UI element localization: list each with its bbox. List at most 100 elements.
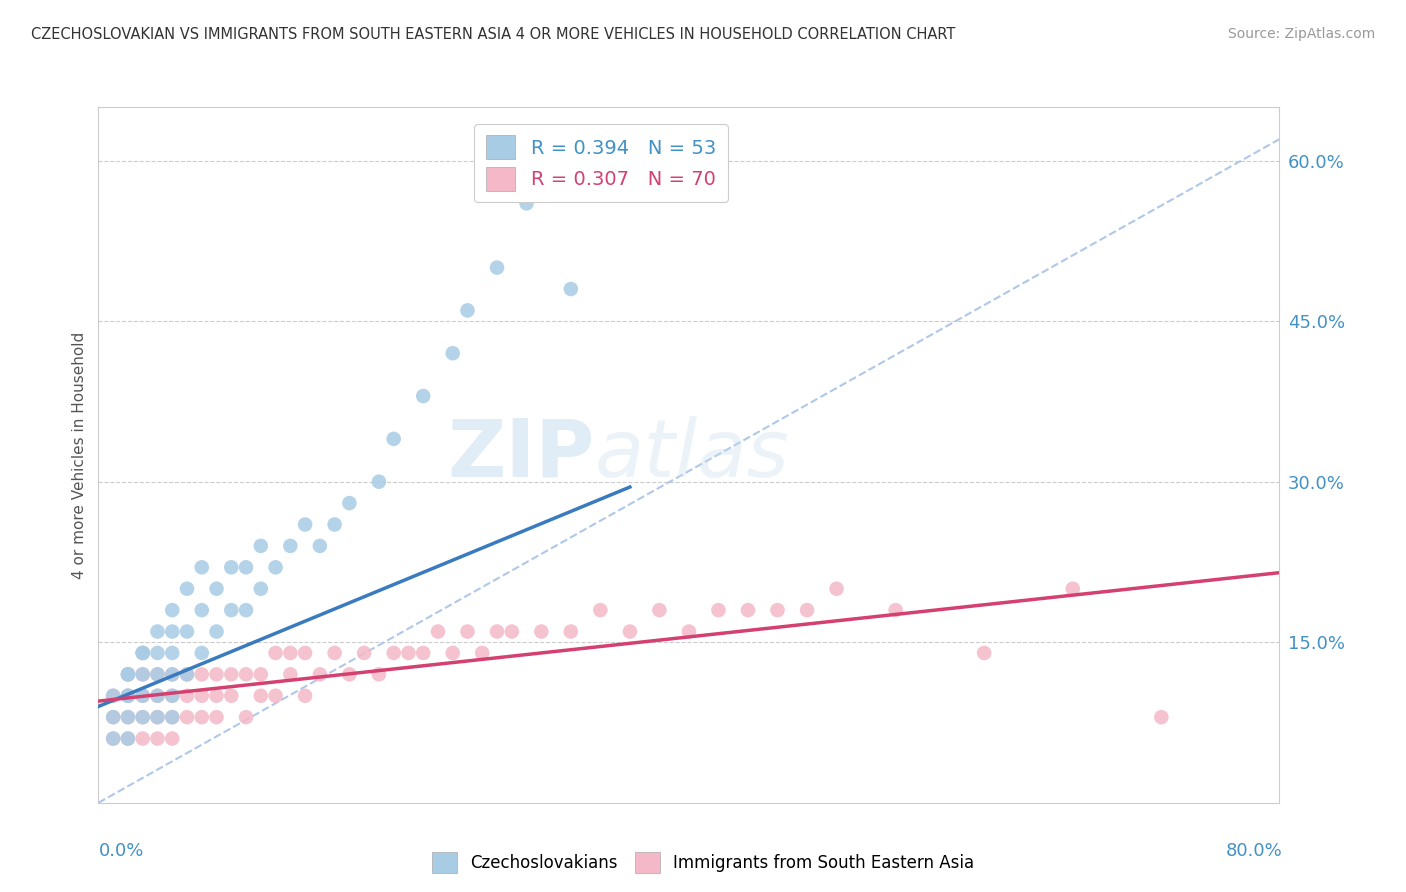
Point [146, 667, 169, 681]
Point [117, 710, 139, 724]
Point [146, 689, 169, 703]
Point [278, 539, 302, 553]
Point [191, 710, 214, 724]
Point [309, 667, 332, 681]
Point [219, 603, 242, 617]
Point [589, 603, 612, 617]
Y-axis label: 4 or more Vehicles in Household: 4 or more Vehicles in Household [72, 331, 87, 579]
Point [250, 539, 273, 553]
Point [146, 667, 169, 681]
Point [162, 710, 183, 724]
Point [162, 689, 183, 703]
Point [191, 646, 214, 660]
Point [146, 710, 169, 724]
Point [250, 689, 273, 703]
Point [205, 582, 228, 596]
Legend: Czechoslovakians, Immigrants from South Eastern Asia: Czechoslovakians, Immigrants from South … [426, 846, 980, 880]
Point [205, 624, 228, 639]
Point [103, 710, 125, 724]
Point [117, 689, 139, 703]
Point [176, 667, 198, 681]
Point [117, 689, 139, 703]
Point [162, 689, 183, 703]
Point [530, 624, 553, 639]
Point [132, 646, 155, 660]
Point [117, 710, 139, 724]
Point [294, 646, 316, 660]
Point [176, 624, 198, 639]
Point [132, 689, 155, 703]
Point [219, 560, 242, 574]
Point [264, 689, 287, 703]
Point [162, 603, 183, 617]
Point [648, 603, 671, 617]
Point [368, 667, 391, 681]
Point [191, 603, 214, 617]
Point [294, 689, 316, 703]
Point [825, 582, 848, 596]
Point [486, 260, 509, 275]
Point [146, 689, 169, 703]
Point [278, 667, 302, 681]
Point [205, 667, 228, 681]
Point [176, 582, 198, 596]
Point [162, 731, 183, 746]
Point [162, 710, 183, 724]
Point [191, 560, 214, 574]
Point [250, 582, 273, 596]
Text: 80.0%: 80.0% [1226, 842, 1282, 860]
Point [486, 624, 509, 639]
Point [707, 603, 730, 617]
Point [264, 646, 287, 660]
Point [176, 710, 198, 724]
Point [176, 667, 198, 681]
Point [235, 603, 257, 617]
Point [456, 303, 478, 318]
Point [205, 710, 228, 724]
Point [132, 667, 155, 681]
Point [117, 689, 139, 703]
Point [132, 731, 155, 746]
Point [264, 560, 287, 574]
Point [117, 667, 139, 681]
Point [235, 710, 257, 724]
Point [973, 646, 995, 660]
Point [1062, 582, 1084, 596]
Point [162, 646, 183, 660]
Point [678, 624, 700, 639]
Point [456, 624, 478, 639]
Point [766, 603, 789, 617]
Point [1150, 710, 1173, 724]
Point [501, 624, 523, 639]
Point [323, 646, 346, 660]
Point [103, 710, 125, 724]
Point [103, 731, 125, 746]
Point [560, 282, 582, 296]
Point [441, 346, 464, 360]
Point [396, 646, 419, 660]
Point [146, 731, 169, 746]
Point [117, 731, 139, 746]
Point [235, 560, 257, 574]
Point [412, 646, 434, 660]
Point [619, 624, 641, 639]
Point [353, 646, 375, 660]
Point [278, 646, 302, 660]
Point [103, 689, 125, 703]
Point [191, 667, 214, 681]
Point [132, 710, 155, 724]
Point [441, 646, 464, 660]
Text: ZIP: ZIP [447, 416, 595, 494]
Point [250, 667, 273, 681]
Point [162, 624, 183, 639]
Point [515, 196, 537, 211]
Text: Source: ZipAtlas.com: Source: ZipAtlas.com [1227, 27, 1375, 41]
Point [205, 689, 228, 703]
Text: 0.0%: 0.0% [98, 842, 143, 860]
Point [146, 710, 169, 724]
Point [146, 646, 169, 660]
Point [103, 731, 125, 746]
Point [339, 496, 360, 510]
Text: CZECHOSLOVAKIAN VS IMMIGRANTS FROM SOUTH EASTERN ASIA 4 OR MORE VEHICLES IN HOUS: CZECHOSLOVAKIAN VS IMMIGRANTS FROM SOUTH… [31, 27, 955, 42]
Point [146, 624, 169, 639]
